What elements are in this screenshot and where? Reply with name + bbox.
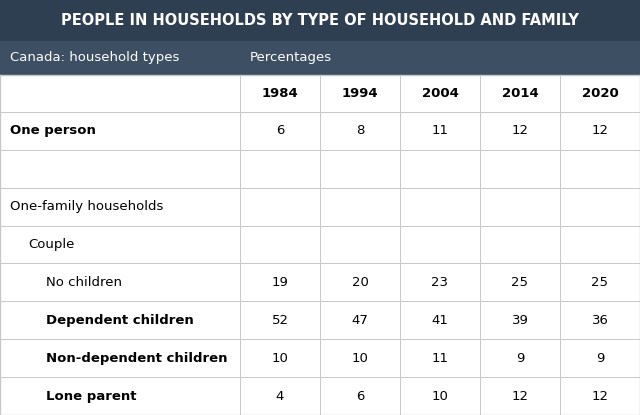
Bar bbox=[0, 264, 640, 301]
Text: No children: No children bbox=[46, 276, 122, 289]
Text: 6: 6 bbox=[276, 124, 284, 137]
Text: 2014: 2014 bbox=[502, 87, 538, 100]
Bar bbox=[0, 0, 640, 41]
Text: 23: 23 bbox=[431, 276, 449, 289]
Text: 11: 11 bbox=[431, 124, 449, 137]
Text: 1994: 1994 bbox=[342, 87, 378, 100]
Text: 11: 11 bbox=[431, 352, 449, 365]
Text: 2020: 2020 bbox=[582, 87, 618, 100]
Text: 12: 12 bbox=[591, 124, 609, 137]
Text: 41: 41 bbox=[431, 314, 449, 327]
Text: 12: 12 bbox=[511, 124, 529, 137]
Bar bbox=[0, 301, 640, 339]
Text: 20: 20 bbox=[351, 276, 369, 289]
Text: 25: 25 bbox=[591, 276, 609, 289]
Text: One-family households: One-family households bbox=[10, 200, 163, 213]
Text: 9: 9 bbox=[516, 352, 524, 365]
Text: PEOPLE IN HOUSEHOLDS BY TYPE OF HOUSEHOLD AND FAMILY: PEOPLE IN HOUSEHOLDS BY TYPE OF HOUSEHOL… bbox=[61, 13, 579, 28]
Bar bbox=[0, 339, 640, 377]
Text: 10: 10 bbox=[351, 352, 369, 365]
Bar bbox=[0, 377, 640, 415]
Text: 6: 6 bbox=[356, 390, 364, 403]
Text: 12: 12 bbox=[511, 390, 529, 403]
Bar bbox=[0, 75, 640, 112]
Text: 19: 19 bbox=[271, 276, 289, 289]
Text: 2004: 2004 bbox=[422, 87, 458, 100]
Text: Percentages: Percentages bbox=[250, 51, 332, 64]
Text: 4: 4 bbox=[276, 390, 284, 403]
Text: Non-dependent children: Non-dependent children bbox=[46, 352, 227, 365]
Bar bbox=[0, 188, 640, 226]
Text: Canada: household types: Canada: household types bbox=[10, 51, 179, 64]
Text: 12: 12 bbox=[591, 390, 609, 403]
Bar bbox=[0, 41, 640, 75]
Text: 1984: 1984 bbox=[262, 87, 298, 100]
Text: 52: 52 bbox=[271, 314, 289, 327]
Text: 9: 9 bbox=[596, 352, 604, 365]
Bar bbox=[0, 226, 640, 264]
Text: 36: 36 bbox=[591, 314, 609, 327]
Text: 25: 25 bbox=[511, 276, 529, 289]
Text: Couple: Couple bbox=[28, 238, 74, 251]
Bar bbox=[0, 112, 640, 150]
Text: One person: One person bbox=[10, 124, 96, 137]
Text: 47: 47 bbox=[351, 314, 369, 327]
Text: 10: 10 bbox=[271, 352, 289, 365]
Text: 10: 10 bbox=[431, 390, 449, 403]
Text: Lone parent: Lone parent bbox=[46, 390, 136, 403]
Text: 8: 8 bbox=[356, 124, 364, 137]
Text: 39: 39 bbox=[511, 314, 529, 327]
Text: Dependent children: Dependent children bbox=[46, 314, 194, 327]
Bar bbox=[0, 150, 640, 188]
